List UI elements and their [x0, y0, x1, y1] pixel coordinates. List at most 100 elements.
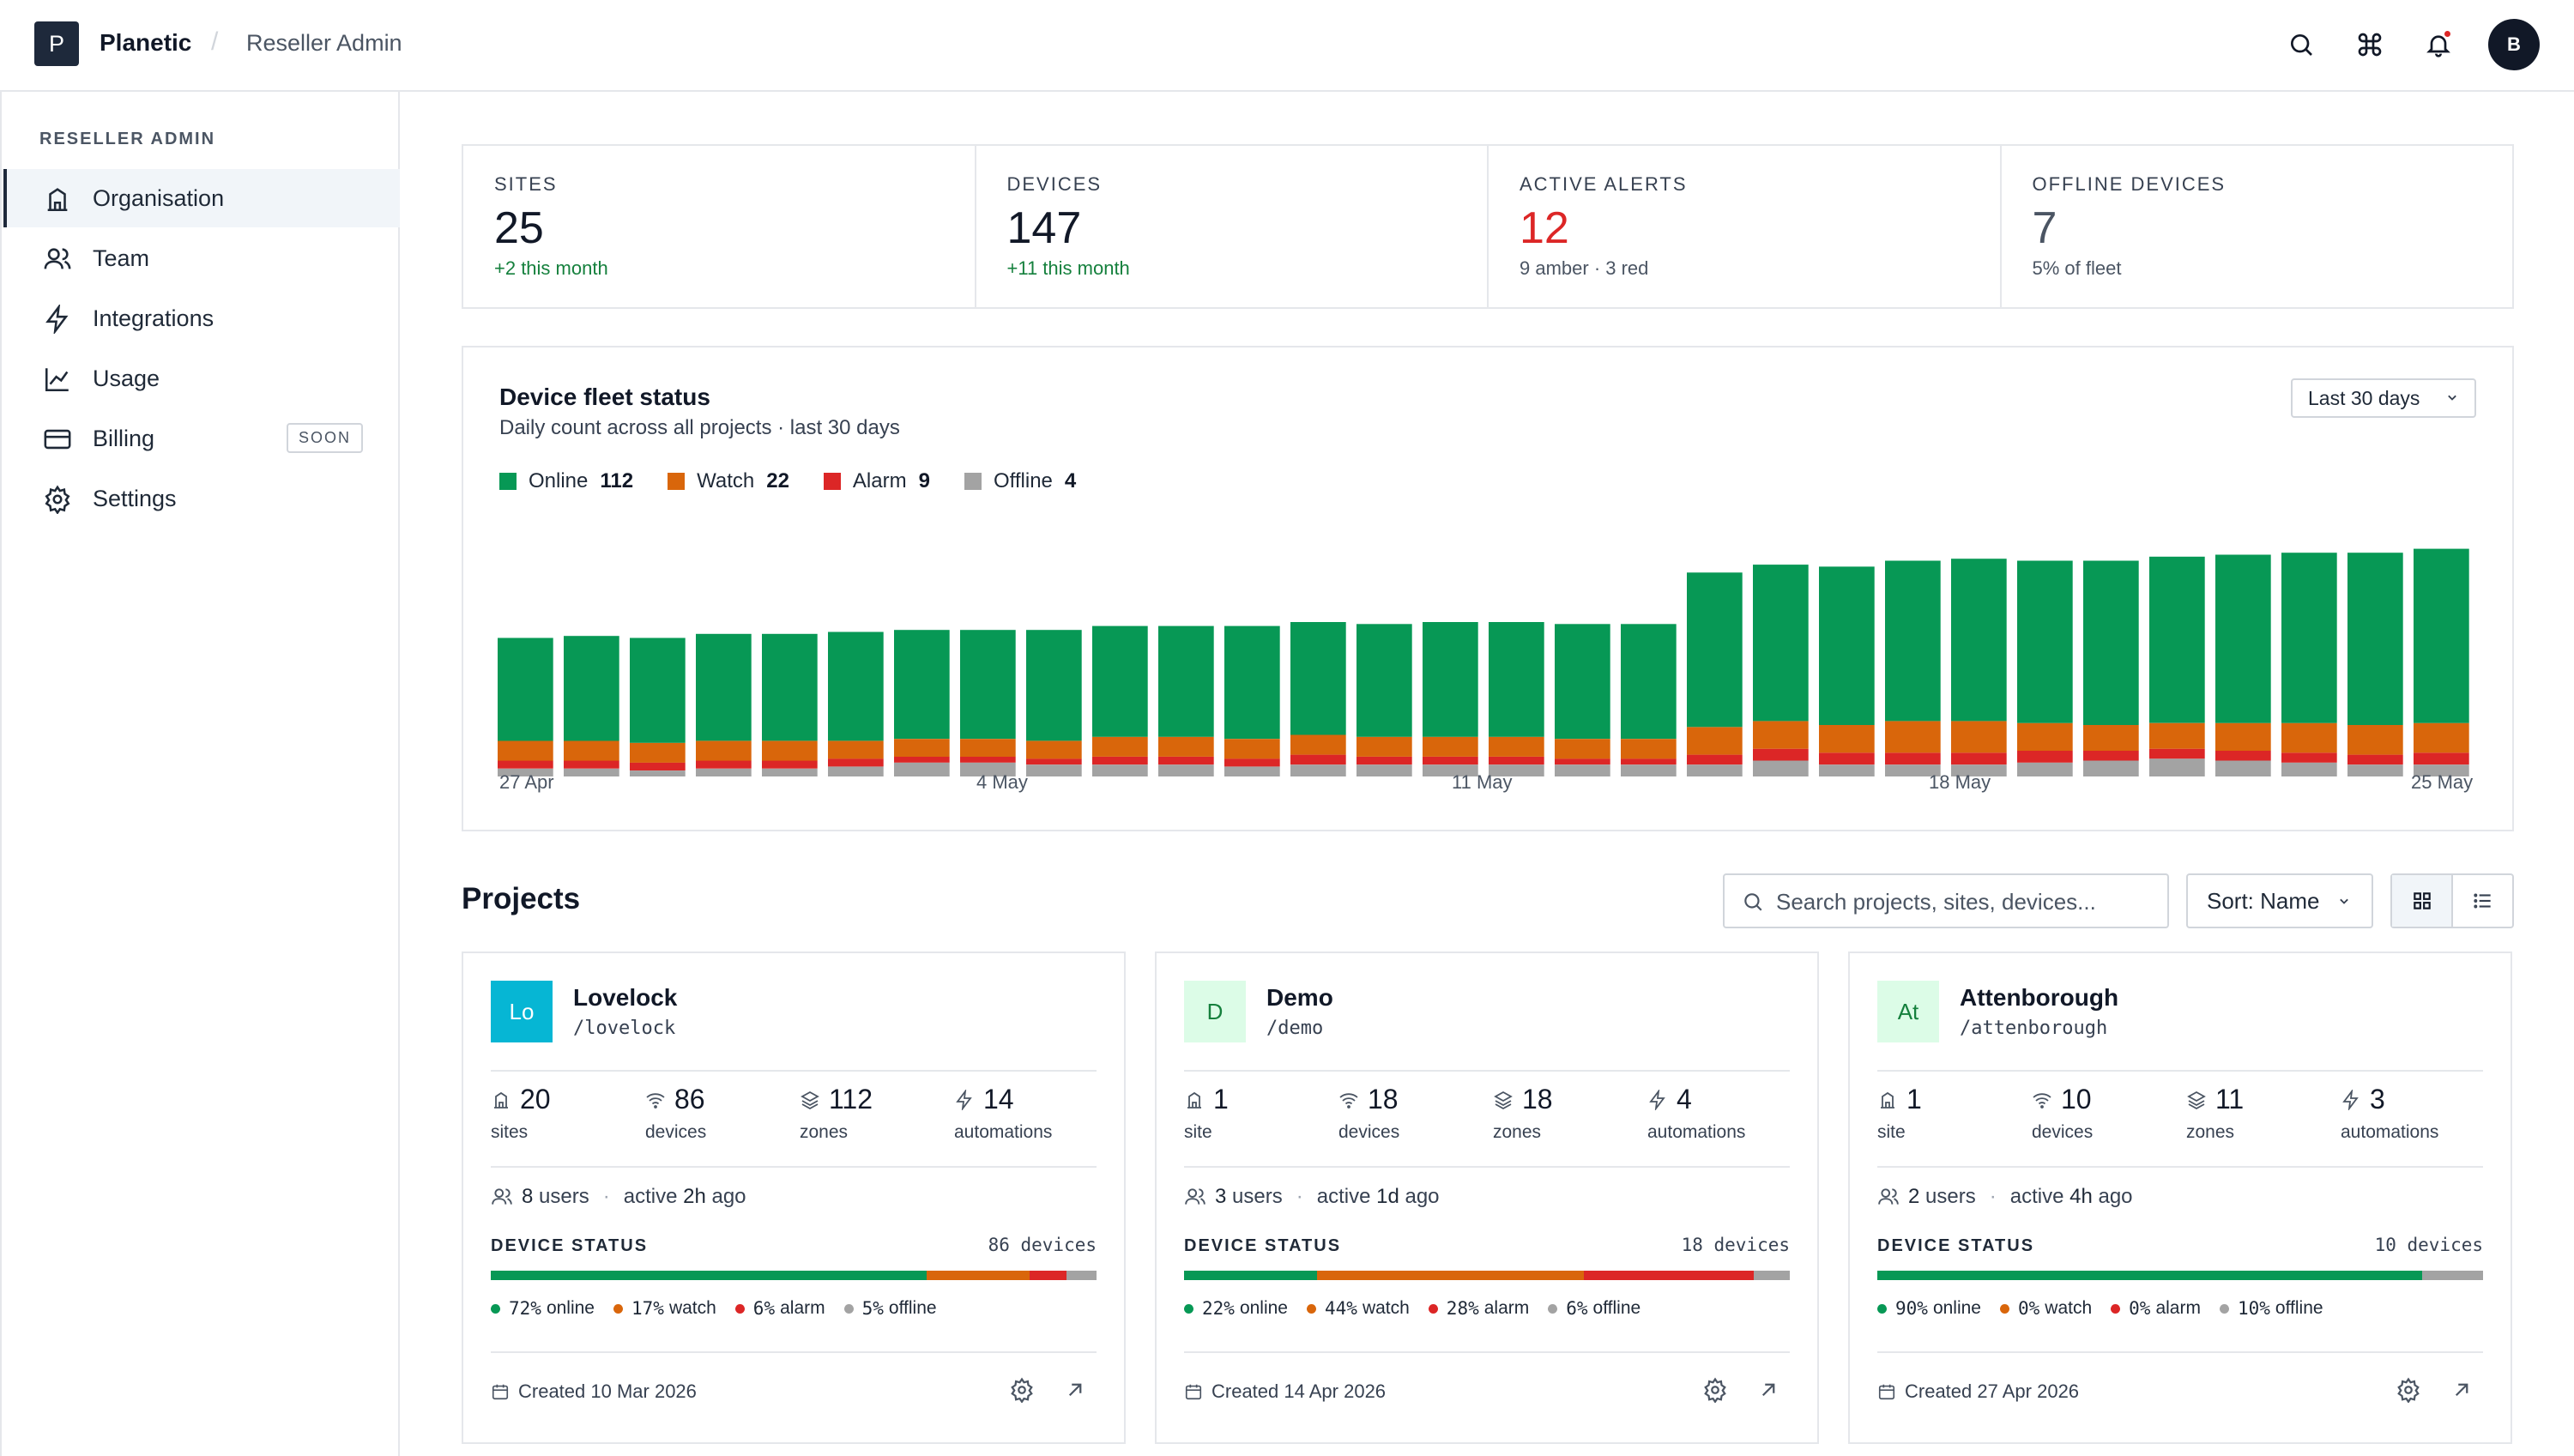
- users-label: users: [1232, 1185, 1283, 1208]
- legend-item-alarm: Alarm 9: [823, 469, 930, 493]
- metric-label: zones: [800, 1122, 849, 1142]
- wifi-icon: [1339, 1092, 1358, 1109]
- project-name[interactable]: Demo: [1266, 984, 1333, 1011]
- stat-offline-devices[interactable]: OFFLINE DEVICES 7 5% of fleet: [2002, 146, 2513, 307]
- sidebar-item-usage[interactable]: Usage: [3, 349, 400, 408]
- bar-offline-2: [630, 770, 686, 776]
- date-range-select[interactable]: Last 30 days: [2291, 378, 2476, 418]
- device-count: 86 devices: [988, 1235, 1097, 1255]
- app-logo[interactable]: P: [34, 21, 79, 66]
- created-date: Created 10 Mar 2026: [491, 1380, 697, 1403]
- bar-offline-28: [2347, 764, 2403, 776]
- active-label: active: [623, 1185, 678, 1208]
- bar-alarm-8: [1026, 758, 1082, 765]
- sidebar-item-team[interactable]: Team: [3, 229, 400, 287]
- bar-online-14: [1423, 622, 1478, 737]
- bar-offline-21: [1885, 764, 1941, 776]
- fleet-status-card: Device fleet status Daily count across a…: [462, 346, 2514, 831]
- chart-legend: Online 112 Watch 22 Alarm 9 Offline 4: [499, 469, 1110, 493]
- users-count: 8: [522, 1185, 534, 1208]
- bar-alarm-9: [1092, 756, 1148, 765]
- project-name[interactable]: Lovelock: [573, 984, 678, 1011]
- search-input[interactable]: [1776, 887, 2154, 916]
- sidebar: RESELLER ADMIN Organisation Team Integra…: [0, 92, 400, 1456]
- bar-alarm-7: [960, 756, 1016, 763]
- external-link-icon[interactable]: [1062, 1377, 1088, 1403]
- gear-icon[interactable]: [1702, 1377, 1728, 1403]
- divider: [1184, 1070, 1790, 1072]
- user-avatar[interactable]: B: [2488, 19, 2540, 70]
- bar-offline-23: [2017, 762, 2073, 776]
- bar-watch-23: [2017, 722, 2073, 751]
- status-dot: [843, 1303, 854, 1314]
- grid-view-button[interactable]: [2392, 875, 2453, 927]
- active-time: 4h: [2069, 1185, 2093, 1208]
- bar-watch-27: [2281, 722, 2337, 753]
- sidebar-item-settings[interactable]: Settings: [3, 469, 400, 528]
- created-date: Created 14 Apr 2026: [1184, 1380, 1386, 1403]
- command-icon[interactable]: [2351, 26, 2389, 63]
- status-bar-watch: [927, 1271, 1030, 1280]
- gear-icon[interactable]: [1009, 1377, 1035, 1403]
- fleet-status-chart: [498, 548, 2469, 776]
- stat-label: ACTIVE ALERTS: [1520, 173, 1688, 195]
- external-link-icon[interactable]: [2449, 1377, 2474, 1403]
- bar-watch-26: [2215, 722, 2271, 751]
- bar-online-0: [498, 637, 553, 741]
- status-label: online: [546, 1298, 595, 1318]
- stat-sites[interactable]: SITES 25 +2 this month: [463, 146, 976, 307]
- stat-active-alerts[interactable]: ACTIVE ALERTS 12 9 amber · 3 red: [1489, 146, 2002, 307]
- project-search[interactable]: [1723, 873, 2169, 928]
- bar-alarm-24: [2083, 751, 2139, 761]
- created-text: Created 27 Apr 2026: [1905, 1380, 2080, 1402]
- search-icon[interactable]: [2282, 26, 2320, 63]
- project-card[interactable]: Lo Lovelock /lovelock 20 sites 86 device…: [462, 952, 1126, 1444]
- project-metric-automations: 4 automations: [1647, 1084, 1745, 1143]
- device-status-label: DEVICE STATUS: [491, 1236, 649, 1255]
- status-pct: 10%: [2237, 1298, 2270, 1319]
- metric-value: 18: [1368, 1084, 1399, 1115]
- bar-online-18: [1687, 572, 1743, 728]
- brand-name[interactable]: Planetic: [100, 29, 192, 56]
- metric-value: 4: [1677, 1084, 1692, 1115]
- project-card[interactable]: At Attenborough /attenborough 1 site 10 …: [1848, 952, 2512, 1444]
- users-count: 2: [1908, 1185, 1920, 1208]
- metric-value: 20: [520, 1084, 551, 1115]
- chart-line-icon: [45, 368, 69, 392]
- status-label: offline: [1592, 1298, 1641, 1318]
- metric-label: zones: [1493, 1122, 1542, 1142]
- bar-alarm-10: [1158, 756, 1214, 765]
- project-card[interactable]: D Demo /demo 1 site 18 devices 18 zones …: [1155, 952, 1819, 1444]
- legend-item-online: Online 112: [499, 469, 633, 493]
- breadcrumb[interactable]: Reseller Admin: [246, 30, 402, 56]
- status-label: offline: [2275, 1298, 2323, 1318]
- active-suffix: ago: [711, 1185, 746, 1208]
- bar-watch-17: [1621, 739, 1677, 759]
- bar-alarm-22: [1951, 752, 2007, 765]
- stat-devices[interactable]: DEVICES 147 +11 this month: [976, 146, 1489, 307]
- status-legend-watch: 44% watch: [1307, 1298, 1410, 1319]
- calendar-icon: [1185, 1384, 1202, 1400]
- project-name[interactable]: Attenborough: [1960, 984, 2119, 1011]
- stats-row: SITES 25 +2 this month DEVICES 147 +11 t…: [462, 144, 2514, 309]
- bar-online-3: [696, 633, 752, 741]
- sidebar-item-integrations[interactable]: Integrations: [3, 289, 400, 347]
- sidebar-item-organisation[interactable]: Organisation: [3, 169, 400, 227]
- bar-offline-16: [1555, 764, 1610, 776]
- sort-label: Sort: Name: [2207, 887, 2320, 914]
- project-metric-site: 1 site: [1184, 1084, 1229, 1143]
- external-link-icon[interactable]: [1755, 1377, 1781, 1403]
- status-legend-online: 72% online: [491, 1298, 595, 1319]
- list-view-button[interactable]: [2453, 875, 2512, 927]
- bar-offline-19: [1753, 760, 1809, 776]
- gear-icon[interactable]: [2396, 1377, 2421, 1403]
- status-legend-offline: 10% offline: [2219, 1298, 2323, 1319]
- legend-swatch: [964, 473, 982, 490]
- created-date: Created 27 Apr 2026: [1877, 1380, 2079, 1403]
- bar-watch-29: [2414, 722, 2469, 753]
- sort-select[interactable]: Sort: Name: [2186, 873, 2373, 928]
- bar-watch-21: [1885, 721, 1941, 753]
- sidebar-item-billing[interactable]: Billing SOON: [3, 409, 400, 468]
- bell-icon[interactable]: [2420, 26, 2457, 63]
- status-dot: [1184, 1303, 1193, 1314]
